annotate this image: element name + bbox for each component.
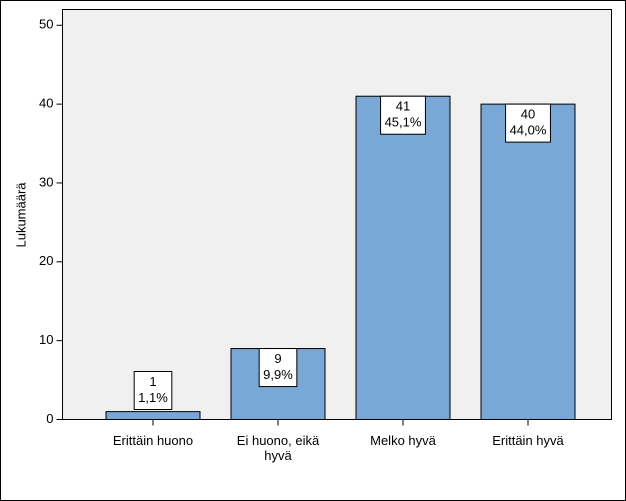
- data-label-percent: 45,1%: [385, 115, 422, 130]
- bar: [355, 95, 451, 420]
- data-label-count: 41: [396, 99, 410, 114]
- data-label-count: 9: [274, 351, 281, 366]
- data-label-count: 40: [521, 107, 535, 122]
- x-tick-label: Erittäin hyvä: [492, 433, 564, 448]
- data-label-percent: 9,9%: [263, 367, 293, 382]
- data-label-box: [133, 371, 173, 410]
- data-label-percent: 1,1%: [138, 390, 168, 405]
- data-label-box: [258, 348, 298, 388]
- y-tick-label: 10: [39, 332, 53, 347]
- x-tick-label: Melko hyvä: [370, 433, 436, 448]
- data-label-percent: 44,0%: [510, 123, 547, 138]
- data-label-box: [380, 95, 426, 135]
- y-tick-label: 20: [39, 253, 53, 268]
- y-tick-label: 50: [39, 17, 53, 32]
- bar: [480, 103, 576, 420]
- bar: [105, 411, 201, 421]
- y-tick-label: 0: [46, 411, 53, 426]
- x-tick-label: Erittäin huono: [112, 433, 194, 448]
- y-tick-label: 30: [39, 174, 53, 189]
- y-axis-label: Lukumäärä: [13, 182, 28, 248]
- data-label-box: [505, 103, 551, 143]
- y-tick-label: 40: [39, 96, 53, 111]
- x-tick-label: Ei huono, eikä hyvä: [236, 433, 320, 463]
- data-label-count: 1: [149, 374, 156, 389]
